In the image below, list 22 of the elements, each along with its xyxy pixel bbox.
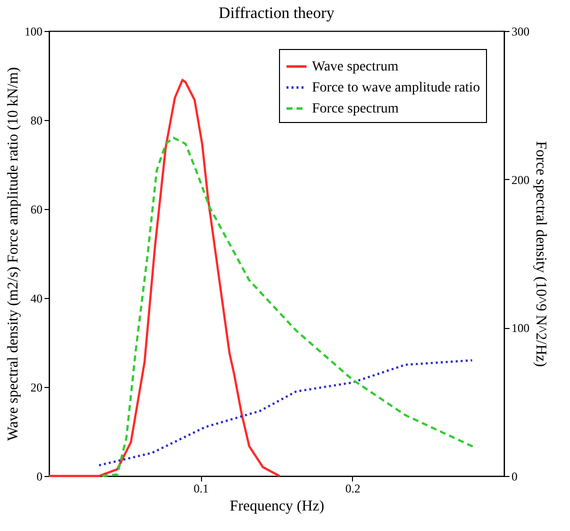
legend-label: Wave spectrum <box>312 60 398 74</box>
x-tick-label: 0.1 <box>194 482 209 496</box>
y-tick-label: 60 <box>30 202 42 216</box>
y2-tick-label: 100 <box>512 321 530 336</box>
legend-label: Force spectrum <box>312 102 399 116</box>
y2-tick-label: 200 <box>512 172 530 187</box>
y-tick-label: 80 <box>30 114 42 128</box>
line-series <box>98 359 474 466</box>
y-tick-label: 40 <box>30 292 42 306</box>
line-series <box>100 136 475 478</box>
y-tick-label: 0 <box>36 470 42 484</box>
x-tick-label: 0.2 <box>345 482 360 496</box>
legend-label: Force to wave amplitude ratio <box>312 80 480 96</box>
line-series <box>48 78 281 478</box>
y2-tick-label: 0 <box>512 470 518 484</box>
y-tick-label: 20 <box>30 380 42 394</box>
chart-title: Diffraction theory <box>218 5 334 22</box>
x-axis-title: Frequency (Hz) <box>230 498 324 514</box>
y-tick-label: 100 <box>24 24 42 38</box>
y2-axis-title: Force spectral density (10^9 N^2/Hz) <box>532 141 548 367</box>
y2-tick-label: 300 <box>512 24 530 38</box>
y-axis-title: Wave spectral density (m2/s) Force amplitude ratio (10 kN/m) <box>6 67 22 441</box>
